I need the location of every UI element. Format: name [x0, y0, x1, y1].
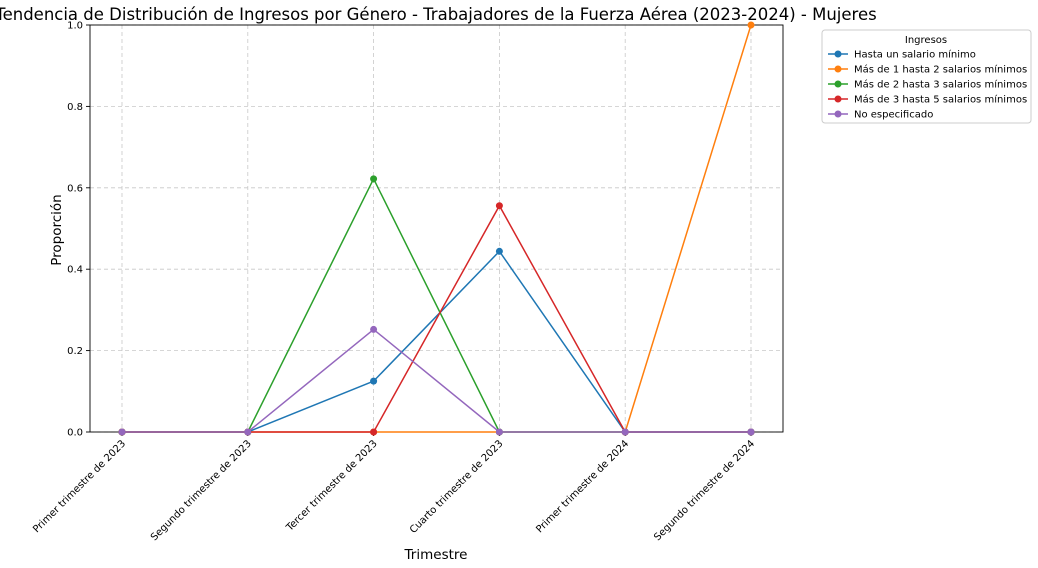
legend-title: Ingresos — [905, 35, 947, 46]
data-point — [747, 21, 755, 29]
legend-marker-2 — [834, 65, 842, 73]
series-line-5 — [122, 328, 751, 433]
plot-frame — [89, 24, 784, 433]
x-tick-label: Primer trimestre de 2023 — [31, 438, 128, 535]
series-line-3 — [122, 177, 751, 433]
y-tick-label: 0.0 — [67, 428, 83, 439]
data-point — [370, 377, 378, 385]
series-line-1 — [122, 250, 751, 433]
legend-marker-5 — [834, 110, 842, 118]
x-tick-label: Segundo trimestre de 2023 — [149, 438, 254, 543]
data-point — [621, 428, 629, 436]
series-line-2 — [122, 24, 752, 433]
data-point — [370, 175, 378, 183]
data-point — [118, 428, 126, 436]
y-axis-label: Proporción — [49, 194, 65, 266]
legend: Ingresos Hasta un salario mínimo Más de 1… — [821, 29, 1032, 124]
y-tick-label: 0.8 — [67, 102, 83, 113]
y-tick-label: 0.4 — [67, 265, 83, 276]
x-axis-label: Trimestre — [404, 547, 468, 563]
legend-label-4: Más de 3 hasta 5 salarios mínimos — [854, 94, 1027, 106]
plot-area: 0.0 0.2 0.4 0.6 0.8 1.0 Primer trimestre de 20… — [31, 21, 784, 543]
legend-label-2: Más de 1 hasta 2 salarios mínimos — [854, 64, 1027, 76]
legend-label-5: No especificado — [854, 110, 933, 121]
legend-box — [821, 29, 1032, 124]
x-tick-label: Primer trimestre de 2024 — [534, 438, 631, 535]
data-point — [747, 428, 755, 436]
legend-label-3: Más de 2 hasta 3 salarios mínimos — [854, 79, 1027, 91]
data-point — [495, 428, 503, 436]
data-point — [370, 325, 378, 333]
y-tick-label: 0.2 — [67, 346, 83, 357]
y-tick-label: 1.0 — [67, 21, 83, 32]
legend-label-1: Hasta un salario mínimo — [854, 49, 976, 61]
x-tick-label: Segundo trimestre de 2024 — [652, 438, 757, 543]
x-tick-label: Cuarto trimestre de 2023 — [408, 438, 506, 536]
legend-marker-4 — [834, 95, 842, 103]
legend-marker-1 — [834, 50, 842, 58]
y-tick-label: 0.6 — [67, 183, 83, 194]
x-tick-label: Tercer trimestre de 2023 — [284, 438, 380, 534]
data-point — [495, 247, 503, 255]
series-line-4 — [122, 204, 751, 433]
data-point — [370, 428, 378, 436]
data-point — [495, 202, 503, 210]
data-point — [244, 428, 252, 436]
legend-marker-3 — [834, 80, 842, 88]
chart-title: Tendencia de Distribución de Ingresos po… — [0, 5, 877, 24]
